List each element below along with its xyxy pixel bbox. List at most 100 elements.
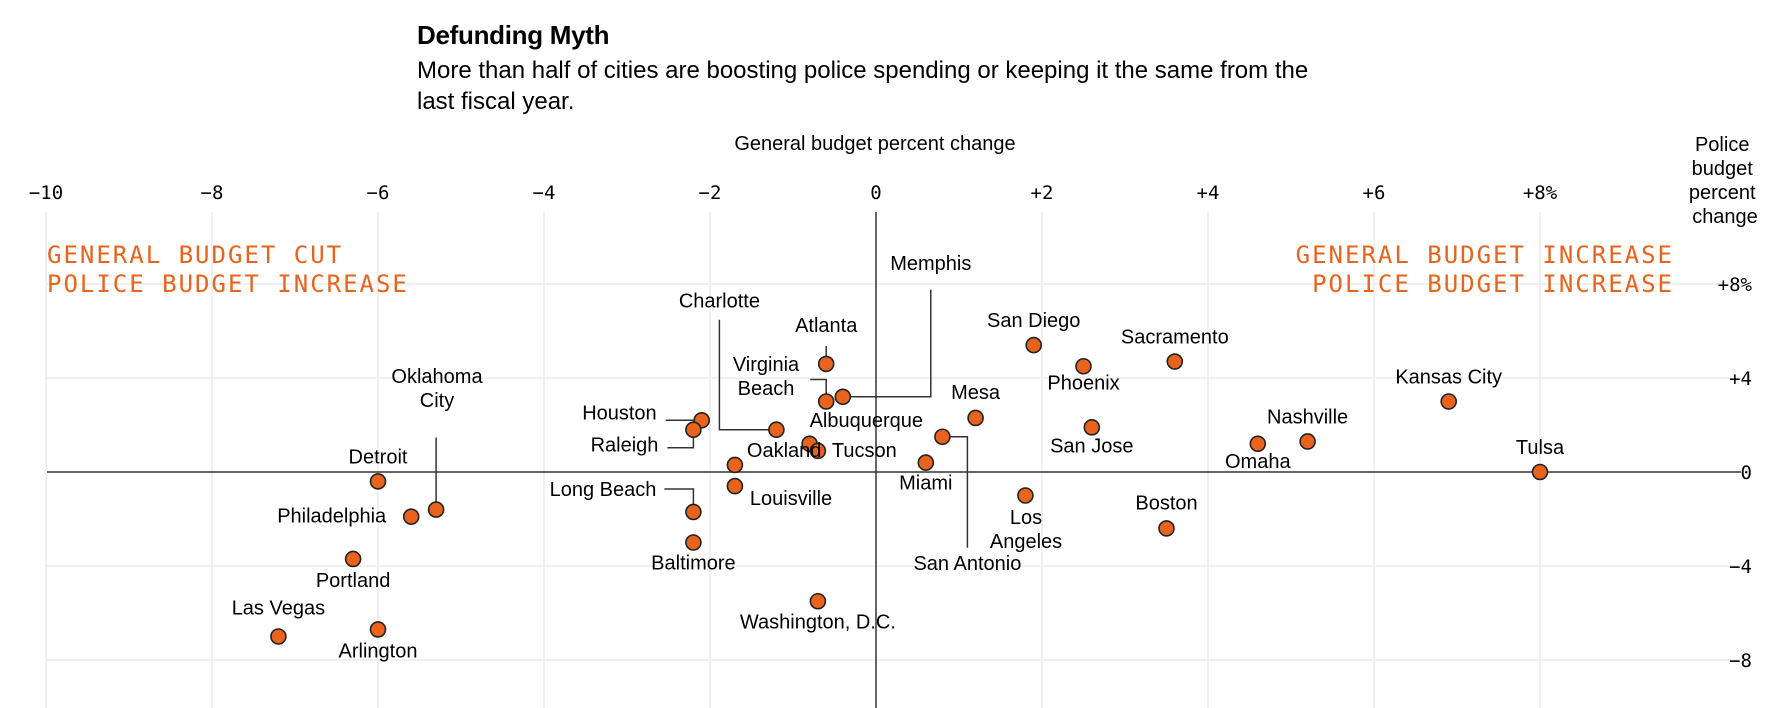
label-baltimore: Baltimore	[651, 553, 735, 575]
point-tulsa	[1531, 463, 1549, 481]
axes	[47, 212, 1741, 708]
chart-subtitle: More than half of cities are boosting po…	[417, 57, 1309, 115]
point-detroit	[369, 473, 387, 490]
label-nashville: Nashville	[1267, 406, 1348, 428]
label-raleigh: Raleigh	[591, 435, 659, 457]
label-charlotte: Charlotte	[679, 291, 760, 313]
point-raleigh	[685, 421, 702, 439]
label-long-beach: Long Beach	[550, 479, 657, 501]
label-albuquerque: Albuquerque	[810, 410, 923, 432]
x-tick-label: −6	[367, 182, 390, 204]
label-memphis: Memphis	[890, 253, 971, 275]
quadrant-label-top-left: POLICE BUDGET INCREASE	[47, 270, 409, 298]
quadrant-label-top-left: GENERAL BUDGET CUT	[47, 241, 343, 269]
x-axis-label: General budget percent change	[734, 133, 1015, 155]
x-tick-label: +2	[1031, 182, 1054, 204]
point-nashville	[1299, 433, 1316, 450]
x-tick-label: +4	[1197, 182, 1220, 204]
label-tucson: Tucson	[832, 440, 897, 462]
y-axis-label-line: change	[1692, 206, 1758, 228]
x-tick-label: +8%	[1523, 182, 1558, 204]
label-oakland: Oakland	[747, 440, 822, 462]
quadrant-label-top-right: GENERAL BUDGET INCREASE	[1296, 241, 1674, 269]
x-tick-label: 0	[870, 182, 881, 204]
label-san-diego: San Diego	[987, 310, 1080, 332]
label-line: Los	[1010, 507, 1042, 529]
point-atlanta	[817, 355, 835, 373]
x-tick-label: −2	[699, 182, 722, 204]
label-atlanta: Atlanta	[795, 315, 858, 337]
label-omaha: Omaha	[1225, 451, 1291, 473]
point-long-beach	[685, 503, 702, 521]
label-san-jose: San Jose	[1050, 435, 1133, 457]
x-tick-label: −10	[29, 182, 63, 204]
label-mesa: Mesa	[951, 382, 1001, 404]
y-tick-label: −8	[1729, 650, 1752, 672]
point-washington-d-c	[809, 592, 827, 610]
point-sacramento	[1166, 353, 1184, 370]
quadrant-label-top-right: POLICE BUDGET INCREASE	[1312, 270, 1674, 298]
point-omaha	[1249, 435, 1267, 453]
point-memphis	[834, 388, 852, 406]
label-sacramento: Sacramento	[1121, 327, 1229, 349]
x-tick-label: +6	[1363, 182, 1386, 204]
point-virginia-beach	[817, 393, 835, 410]
point-miami	[917, 454, 935, 471]
label-arlington: Arlington	[339, 640, 418, 662]
label-washington-d-c: Washington, D.C.	[740, 611, 896, 633]
label-portland: Portland	[316, 570, 391, 592]
label-houston: Houston	[582, 402, 657, 424]
point-mesa	[967, 409, 984, 427]
leader-line-charlotte	[718, 319, 777, 431]
leader-line-memphis	[842, 289, 932, 398]
label-line: City	[420, 390, 454, 412]
point-los-angeles	[1017, 487, 1034, 504]
point-san-jose	[1083, 419, 1101, 436]
label-philadelphia: Philadelphia	[277, 506, 387, 528]
label-phoenix: Phoenix	[1047, 372, 1119, 394]
label-detroit: Detroit	[349, 446, 408, 468]
label-tulsa: Tulsa	[1516, 437, 1565, 459]
label-line: Beach	[738, 378, 795, 400]
point-arlington	[369, 621, 387, 638]
label-louisville: Louisville	[750, 488, 832, 510]
point-san-diego	[1025, 336, 1042, 354]
point-kansas-city	[1440, 393, 1457, 410]
y-tick-label: +8%	[1718, 274, 1753, 296]
label-kansas-city: Kansas City	[1395, 367, 1502, 389]
label-boston: Boston	[1135, 492, 1197, 514]
y-tick-label: +4	[1729, 368, 1752, 390]
point-tucson	[809, 442, 827, 460]
x-tick-label: −4	[533, 182, 556, 204]
label-virginia-beach: Virginia Beach	[733, 354, 800, 400]
y-axis-label-line: percent	[1689, 182, 1756, 204]
y-axis-label: Police budget percent change	[1689, 134, 1761, 228]
y-axis-label-line: Police	[1695, 134, 1749, 156]
point-labels: Detroit Oklahoma City Philadelphia Portland L…	[232, 253, 1565, 663]
point-louisville	[726, 477, 744, 495]
label-oklahoma-city: Oklahoma City	[391, 366, 483, 412]
y-tick-label: 0	[1741, 462, 1752, 484]
label-san-antonio: San Antonio	[913, 553, 1021, 575]
label-miami: Miami	[899, 473, 952, 495]
y-tick-label: −4	[1729, 556, 1752, 578]
point-oklahoma-city	[427, 501, 445, 518]
point-charlotte	[768, 421, 785, 439]
x-tick-label: −8	[201, 182, 224, 204]
label-los-angeles: Los Angeles	[990, 507, 1062, 553]
point-phoenix	[1075, 357, 1092, 375]
point-boston	[1158, 520, 1175, 537]
chart-title: Defunding Myth	[417, 20, 610, 50]
tick-labels: −10 −8 −6 −4 −2 0 +2 +4 +6 +8% +8% +4 0 −4 −8	[29, 182, 1753, 672]
point-las-vegas	[270, 628, 287, 645]
label-line: Oklahoma	[391, 366, 483, 388]
grid-lines	[45, 212, 1741, 708]
label-las-vegas: Las Vegas	[232, 598, 325, 620]
label-line: Virginia	[733, 354, 800, 376]
data-points	[270, 336, 1549, 645]
point-oakland	[726, 456, 744, 474]
point-portland	[344, 550, 362, 568]
y-axis-label-line: budget	[1692, 158, 1754, 180]
point-san-antonio	[934, 428, 951, 446]
